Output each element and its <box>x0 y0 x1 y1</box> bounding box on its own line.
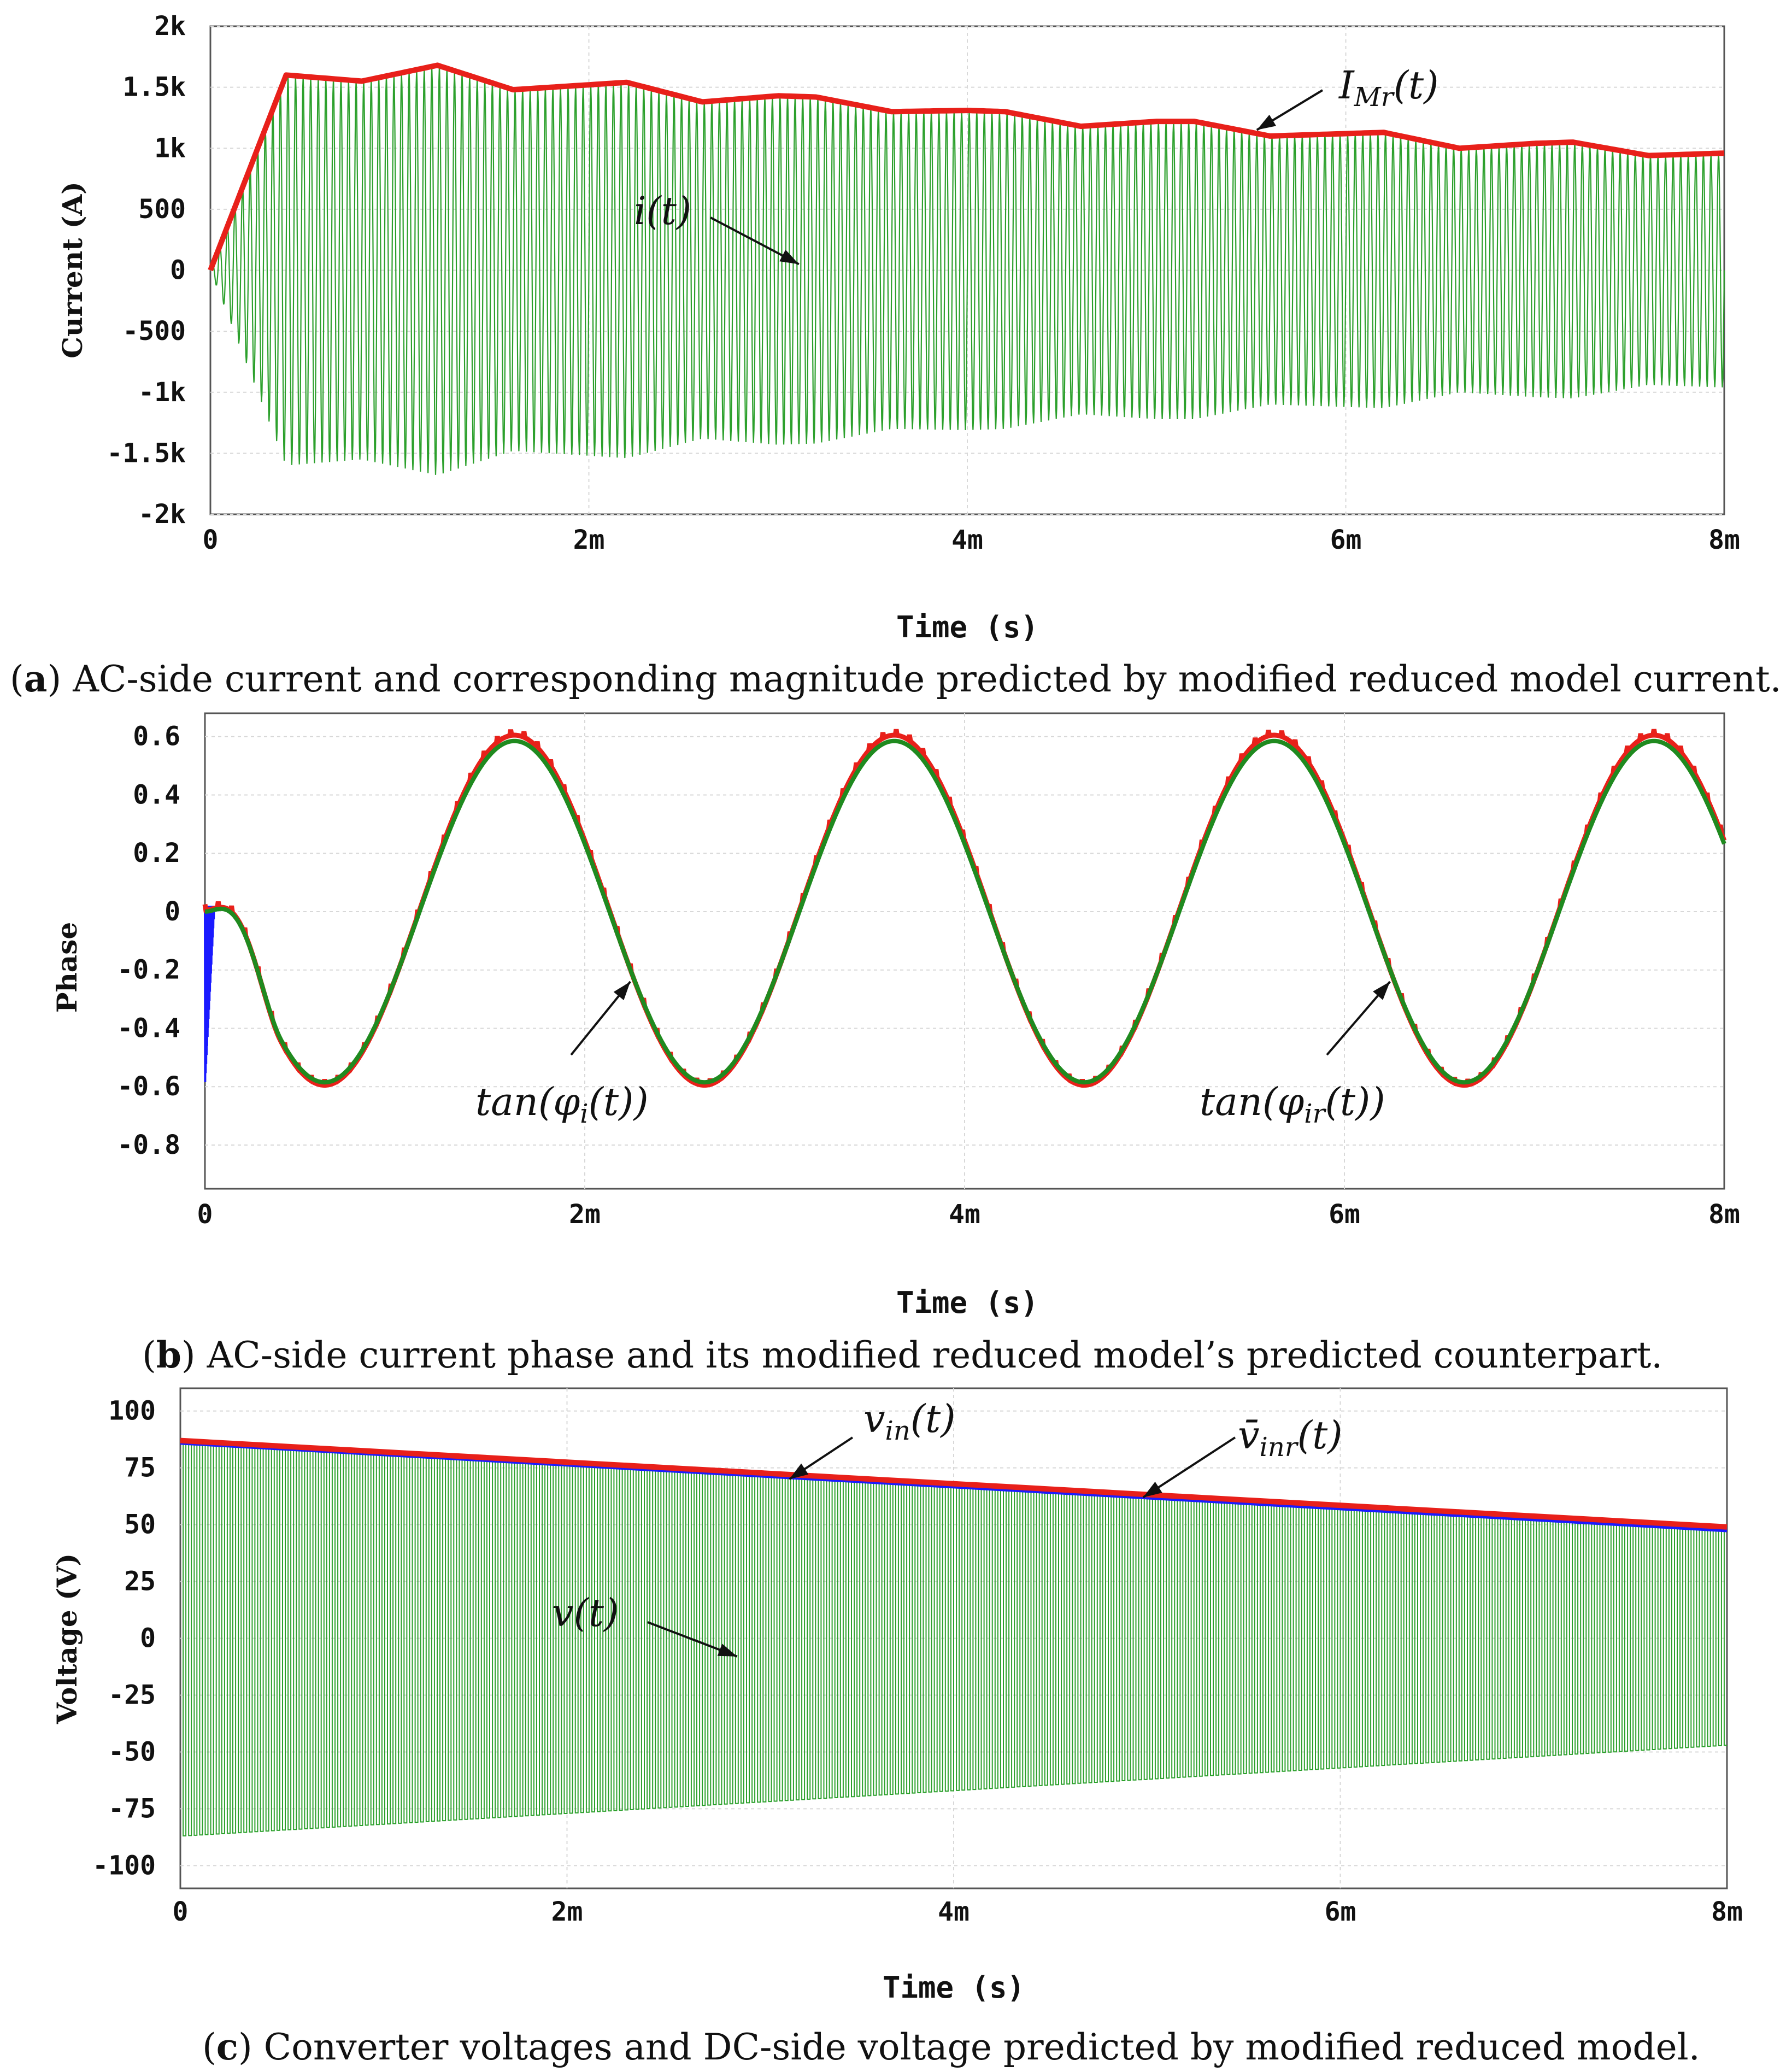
y-tick-label: 75 <box>124 1453 156 1483</box>
y-axis-label-b: Phase <box>51 922 83 1013</box>
ticks-b: 0 2m 4m 6m 8m 0.6 0.4 0.2 0 -0.2 -0.4 -0.6 -0.8 <box>117 721 1740 1230</box>
y-tick-label: 0 <box>170 255 186 286</box>
y-tick-label: 0.2 <box>133 838 180 868</box>
y-axis-label-c: Voltage (V) <box>51 1553 83 1724</box>
x-tick-label: 8m <box>1708 525 1740 555</box>
y-tick-label: -1k <box>138 377 186 408</box>
caption-b: (b) AC-side current phase and its modifi… <box>142 1334 1662 1376</box>
caption-text-c: ) Converter voltages and DC-side voltage… <box>238 2026 1700 2068</box>
y-tick-label: 25 <box>124 1566 156 1597</box>
y-tick-label: -2k <box>138 499 186 530</box>
x-tick-label: 6m <box>1325 1897 1356 1927</box>
y-tick-label: 0 <box>140 1623 156 1654</box>
panel-c-voltage-chart: 0 2m 4m 6m 8m 100 75 50 25 0 -25 -50 -75 -100 Voltage… <box>51 1387 1743 2068</box>
x-tick-label: 4m <box>949 1199 980 1230</box>
ticks-c: 0 2m 4m 6m 8m 100 75 50 25 0 -25 -50 -75 -100 <box>92 1396 1742 1927</box>
y-tick-label: -50 <box>108 1736 156 1767</box>
y-tick-label: 100 <box>108 1396 156 1427</box>
arrow-v-inr-head <box>1143 1482 1162 1498</box>
series-tan-phi-ir <box>205 738 1726 1085</box>
panel-b-phase-chart: 0 2m 4m 6m 8m 0.6 0.4 0.2 0 -0.2 -0.4 -0.6 -0.8 Phas… <box>51 712 1740 1376</box>
x-tick-label: 0 <box>197 1199 213 1230</box>
arrow-v-t-head <box>717 1643 737 1657</box>
series-v-in <box>180 1437 1728 1530</box>
x-tick-label: 4m <box>938 1897 970 1927</box>
y-tick-label: -75 <box>108 1793 156 1824</box>
annotation-I-Mr: IMr(t) <box>1338 63 1439 113</box>
y-tick-label: -0.4 <box>117 1013 180 1043</box>
y-tick-label: 0.6 <box>133 721 180 752</box>
y-tick-label: -0.6 <box>117 1071 180 1102</box>
caption-tag-b: b <box>156 1334 181 1376</box>
x-tick-label: 6m <box>1330 525 1362 555</box>
caption-text-a: ) AC-side current and corresponding magn… <box>48 658 1782 700</box>
x-axis-label-a: Time (s) <box>896 610 1038 644</box>
arrow-i-t-head <box>779 249 799 265</box>
arrow-tan-phi-ir-head <box>1373 982 1390 1000</box>
gridlines-b <box>205 713 1724 1189</box>
y-tick-label: 0.4 <box>133 779 180 810</box>
caption-tag-a: a <box>24 658 48 700</box>
y-tick-label: -100 <box>92 1850 156 1881</box>
arrow-I-Mr-head <box>1256 114 1277 130</box>
series-transient <box>204 906 216 1082</box>
x-tick-label: 2m <box>573 525 605 555</box>
y-tick-label: -500 <box>122 316 186 347</box>
x-tick-label: 2m <box>569 1199 601 1230</box>
series-i-t-oscillation <box>210 66 1725 475</box>
y-tick-label: -0.8 <box>117 1130 180 1160</box>
x-tick-label: 8m <box>1708 1199 1740 1230</box>
x-tick-label: 4m <box>951 525 983 555</box>
annotation-v-inr: v̄inr(t) <box>1238 1413 1343 1463</box>
series-group-a <box>208 62 1725 475</box>
series-group-c <box>180 1437 1728 1836</box>
x-tick-label: 6m <box>1329 1199 1360 1230</box>
caption-tag-c: c <box>216 2026 238 2068</box>
annotation-tan-phi-ir: tan(φir(t)) <box>1200 1079 1385 1129</box>
arrow-tan-phi-i-head <box>613 982 631 1001</box>
y-axis-label-a: Current (A) <box>56 181 89 359</box>
y-tick-label: 1k <box>154 133 186 163</box>
panel-a-current-chart: 0 2m 4m 6m 8m 2k 1.5k 1k 500 0 -500 -1k -1.5k -2k Cur… <box>10 11 1782 700</box>
annotation-v-t: v(t) <box>552 1590 619 1635</box>
series-I-Mr-envelope <box>208 62 1725 272</box>
annotations-a: IMr(t) i(t) <box>634 63 1439 266</box>
y-tick-label: 2k <box>154 11 186 42</box>
y-tick-label: -0.2 <box>117 955 180 985</box>
series-group-b <box>202 729 1727 1088</box>
arrow-v-in-head <box>789 1463 809 1480</box>
x-tick-label: 8m <box>1711 1897 1743 1927</box>
annotation-tan-phi-i: tan(φi(t)) <box>475 1079 649 1129</box>
x-tick-label: 0 <box>203 525 219 555</box>
x-axis-label-b: Time (s) <box>896 1286 1038 1320</box>
x-tick-label: 0 <box>173 1897 189 1927</box>
caption-c: (c) Converter voltages and DC-side volta… <box>202 2026 1700 2068</box>
y-tick-label: -25 <box>108 1680 156 1710</box>
x-axis-label-c: Time (s) <box>883 1970 1025 2005</box>
y-tick-label: 1.5k <box>122 72 186 103</box>
y-tick-label: 50 <box>124 1510 156 1540</box>
x-tick-label: 2m <box>551 1897 583 1927</box>
annotation-v-in: vin(t) <box>863 1396 956 1446</box>
y-tick-label: 0 <box>164 896 180 927</box>
caption-text-b: ) AC-side current phase and its modified… <box>181 1334 1662 1376</box>
annotations-c: vin(t) v̄inr(t) v(t) <box>552 1396 1343 1658</box>
ticks-a: 0 2m 4m 6m 8m 2k 1.5k 1k 500 0 -500 -1k -1.5k -2k <box>107 11 1740 555</box>
annotations-b: tan(φi(t)) tan(φir(t)) <box>475 981 1391 1129</box>
y-tick-label: 500 <box>138 194 186 225</box>
y-tick-label: -1.5k <box>107 438 186 468</box>
annotation-i-t: i(t) <box>634 189 691 233</box>
caption-a: (a) AC-side current and corresponding ma… <box>10 658 1782 700</box>
